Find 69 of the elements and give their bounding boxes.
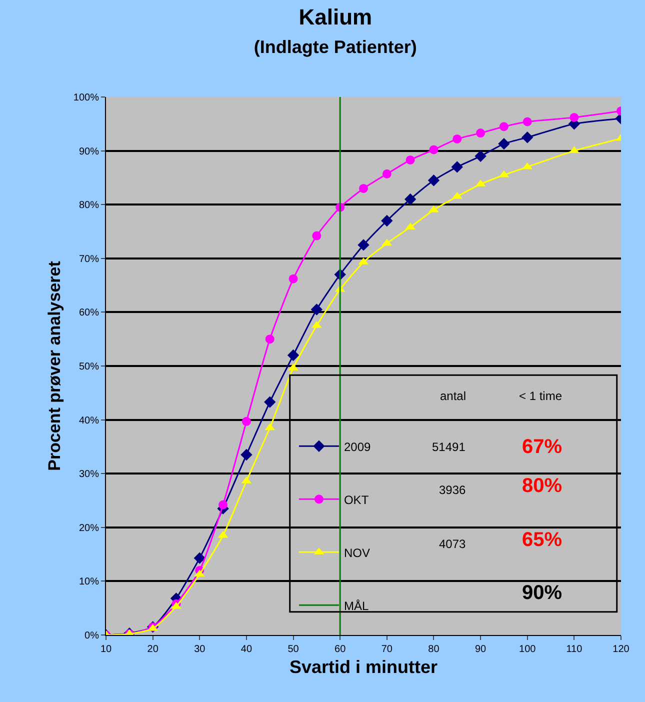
y-tick-label: 100% (73, 92, 100, 104)
point (452, 134, 462, 144)
y-tick-label: 80% (78, 200, 100, 212)
point (240, 448, 252, 461)
point (382, 169, 392, 178)
annotation: 80% (522, 475, 562, 497)
point (265, 334, 274, 344)
legend-label: 2009 (344, 440, 371, 454)
point (242, 416, 251, 426)
y-tick-label: 10% (78, 576, 100, 588)
point (499, 122, 508, 132)
annotation: 65% (522, 529, 562, 551)
y-tick-label: 30% (78, 469, 100, 480)
y-tick-label: 50% (78, 362, 100, 372)
point (476, 128, 486, 138)
point (194, 552, 206, 564)
point (429, 145, 438, 154)
chart-title: Kalium (298, 4, 372, 30)
point (451, 161, 463, 173)
point (310, 304, 323, 316)
x-tick-label: 100 (519, 644, 536, 655)
x-tick-label: 50 (288, 644, 300, 655)
ref-line-label: MÅL (344, 598, 369, 613)
x-tick-label: 110 (566, 644, 583, 655)
y-tick-label: 40% (78, 415, 100, 426)
point (358, 239, 370, 251)
y-tick-label: 90% (78, 146, 100, 158)
x-tick-label: 20 (147, 644, 159, 655)
point (404, 193, 416, 206)
point (428, 174, 440, 186)
annotation: 3936 (439, 483, 466, 497)
y-axis-title: Procent prøver analyseret (44, 260, 64, 471)
x-tick-label: 60 (334, 644, 346, 655)
x-axis-title: Svartid i minutter (289, 657, 438, 678)
point (288, 274, 298, 284)
x-tick-label: 10 (100, 644, 112, 655)
point (312, 231, 322, 240)
point (359, 184, 368, 193)
point (218, 500, 228, 510)
point (264, 396, 276, 408)
point (406, 155, 415, 164)
y-tick-label: 0% (84, 630, 100, 642)
point (428, 205, 439, 212)
point (522, 117, 532, 126)
point (171, 602, 182, 609)
annotation: 4073 (439, 537, 466, 551)
y-tick-label: 70% (78, 254, 100, 265)
x-tick-label: 30 (194, 644, 206, 655)
point (498, 138, 510, 150)
chart-subtitle: (Indlagte Patienter) (254, 37, 417, 58)
legend-label: OKT (344, 492, 370, 507)
annotation: 67% (522, 436, 562, 458)
y-tick-label: 20% (78, 522, 100, 534)
point (522, 132, 534, 144)
x-tick-label: 90 (474, 644, 487, 655)
point (381, 214, 393, 227)
annotation: < 1 time (519, 389, 562, 403)
point (287, 349, 300, 362)
annotation: 90% (522, 582, 562, 604)
y-tick-label: 60% (78, 308, 100, 319)
annotation: antal (440, 389, 466, 403)
x-tick-label: 70 (381, 644, 393, 655)
legend-label: NOV (344, 546, 370, 560)
annotation: 51491 (432, 440, 466, 454)
x-tick-label: 120 (612, 644, 630, 655)
point (570, 112, 579, 122)
x-tick-label: 80 (428, 644, 440, 655)
x-tick-label: 40 (240, 644, 252, 655)
point (474, 150, 486, 162)
